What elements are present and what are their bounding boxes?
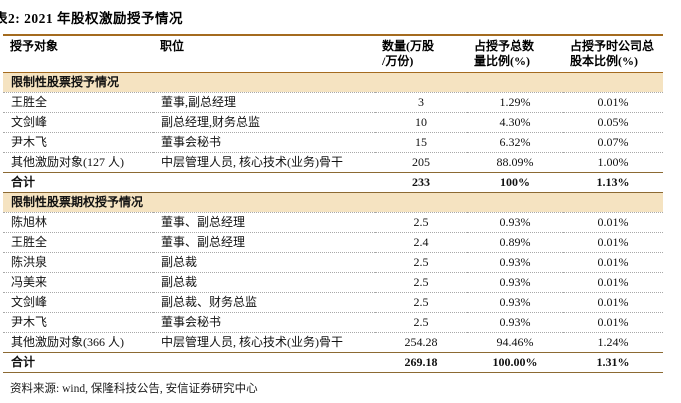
cell-quantity: 2.5 (375, 312, 467, 333)
cell-quantity: 2.5 (375, 252, 467, 273)
cell-position: 副总裁、财务总监 (153, 292, 375, 313)
table-row: 其他激励对象(366 人) 中层管理人员, 核心技术(业务)骨干 254.28 94.… (3, 332, 663, 353)
cell-pct-of-total-granted: 4.30% (467, 112, 563, 133)
cell-pct-of-share-capital: 0.01% (563, 252, 663, 273)
col-header-pct-granted: 占授予总数 量比例(%) (467, 34, 563, 73)
cell-pct-of-total-granted: 88.09% (467, 152, 563, 173)
total-row: 合计 269.18 100.00% 1.31% (3, 352, 663, 373)
cell-pct-of-share-capital: 1.24% (563, 332, 663, 353)
cell-position: 副总裁 (153, 252, 375, 273)
table-row: 其他激励对象(127 人) 中层管理人员, 核心技术(业务)骨干 205 88.09%… (3, 152, 663, 173)
header-row: 授予对象 职位 数量(万股 /万份) 占授予总数 量比例(%) 占授予时公司总 … (3, 34, 663, 73)
cell-pct-of-total-granted: 1.29% (467, 92, 563, 113)
cell-position (153, 172, 375, 193)
cell-recipient: 尹木飞 (3, 312, 153, 333)
cell-pct-of-share-capital: 1.00% (563, 152, 663, 173)
cell-recipient: 冯美来 (3, 272, 153, 293)
col-header-quantity: 数量(万股 /万份) (375, 34, 467, 73)
cell-quantity: 269.18 (375, 352, 467, 373)
section-label: 限制性股票授予情况 (3, 72, 663, 93)
cell-pct-of-share-capital: 1.13% (563, 172, 663, 193)
cell-quantity: 15 (375, 132, 467, 153)
table-row: 王胜全 董事、副总经理 2.4 0.89% 0.01% (3, 232, 663, 253)
cell-pct-of-share-capital: 0.05% (563, 112, 663, 133)
cell-pct-of-share-capital: 0.07% (563, 132, 663, 153)
cell-position: 董事、副总经理 (153, 232, 375, 253)
section-header-row: 限制性股票期权授予情况 (3, 192, 663, 213)
equity-grant-table: 授予对象 职位 数量(万股 /万份) 占授予总数 量比例(%) 占授予时公司总 … (3, 34, 663, 373)
cell-pct-of-total-granted: 0.93% (467, 292, 563, 313)
cell-position: 董事、副总经理 (153, 212, 375, 233)
cell-pct-of-total-granted: 0.89% (467, 232, 563, 253)
cell-recipient: 文剑峰 (3, 112, 153, 133)
cell-quantity: 10 (375, 112, 467, 133)
table-row: 文剑峰 副总裁、财务总监 2.5 0.93% 0.01% (3, 292, 663, 313)
cell-position: 副总经理,财务总监 (153, 112, 375, 133)
cell-pct-of-total-granted: 100.00% (467, 352, 563, 373)
cell-recipient: 合计 (3, 352, 153, 373)
cell-recipient: 其他激励对象(127 人) (3, 152, 153, 173)
cell-position: 副总裁 (153, 272, 375, 293)
cell-quantity: 205 (375, 152, 467, 173)
table-row: 尹木飞 董事会秘书 2.5 0.93% 0.01% (3, 312, 663, 333)
cell-pct-of-share-capital: 0.01% (563, 292, 663, 313)
cell-position: 中层管理人员, 核心技术(业务)骨干 (153, 152, 375, 173)
cell-quantity: 2.5 (375, 212, 467, 233)
cell-quantity: 2.5 (375, 292, 467, 313)
table-row: 陈洪泉 副总裁 2.5 0.93% 0.01% (3, 252, 663, 273)
cell-quantity: 2.4 (375, 232, 467, 253)
cell-recipient: 合计 (3, 172, 153, 193)
cell-pct-of-total-granted: 0.93% (467, 312, 563, 333)
cell-quantity: 233 (375, 172, 467, 193)
cell-position: 董事会秘书 (153, 312, 375, 333)
source-note: 资料来源: wind, 保隆科技公告, 安信证券研究中心 (10, 383, 258, 395)
cell-position: 中层管理人员, 核心技术(业务)骨干 (153, 332, 375, 353)
table-row: 文剑峰 副总经理,财务总监 10 4.30% 0.05% (3, 112, 663, 133)
cell-quantity: 3 (375, 92, 467, 113)
cell-position: 董事,副总经理 (153, 92, 375, 113)
table-row: 王胜全 董事,副总经理 3 1.29% 0.01% (3, 92, 663, 113)
col-header-position: 职位 (153, 34, 375, 73)
table-header: 授予对象 职位 数量(万股 /万份) 占授予总数 量比例(%) 占授予时公司总 … (3, 34, 663, 73)
col-header-pct-capital: 占授予时公司总 股本比例(%) (563, 34, 663, 73)
cell-pct-of-share-capital: 1.31% (563, 352, 663, 373)
cell-pct-of-total-granted: 0.93% (467, 252, 563, 273)
cell-recipient: 王胜全 (3, 232, 153, 253)
cell-pct-of-total-granted: 0.93% (467, 212, 563, 233)
cell-pct-of-share-capital: 0.01% (563, 232, 663, 253)
cell-pct-of-share-capital: 0.01% (563, 92, 663, 113)
cell-recipient: 陈旭林 (3, 212, 153, 233)
cell-pct-of-total-granted: 0.93% (467, 272, 563, 293)
table-row: 陈旭林 董事、副总经理 2.5 0.93% 0.01% (3, 212, 663, 233)
cell-pct-of-share-capital: 0.01% (563, 312, 663, 333)
cell-pct-of-total-granted: 100% (467, 172, 563, 193)
cell-pct-of-total-granted: 94.46% (467, 332, 563, 353)
cell-pct-of-total-granted: 6.32% (467, 132, 563, 153)
table-title: 表2: 2021 年股权激励授予情况 (0, 11, 183, 26)
cell-recipient: 其他激励对象(366 人) (3, 332, 153, 353)
table-row: 冯美来 副总裁 2.5 0.93% 0.01% (3, 272, 663, 293)
cell-recipient: 王胜全 (3, 92, 153, 113)
section-label: 限制性股票期权授予情况 (3, 192, 663, 213)
cell-quantity: 2.5 (375, 272, 467, 293)
cell-position: 董事会秘书 (153, 132, 375, 153)
table-row: 尹木飞 董事会秘书 15 6.32% 0.07% (3, 132, 663, 153)
cell-pct-of-share-capital: 0.01% (563, 212, 663, 233)
cell-pct-of-share-capital: 0.01% (563, 272, 663, 293)
total-row: 合计 233 100% 1.13% (3, 172, 663, 193)
table-body: 限制性股票授予情况 王胜全 董事,副总经理 3 1.29% 0.01% 文剑峰 副总经理,财务… (3, 72, 663, 373)
cell-recipient: 陈洪泉 (3, 252, 153, 273)
cell-recipient: 尹木飞 (3, 132, 153, 153)
cell-recipient: 文剑峰 (3, 292, 153, 313)
col-header-recipient: 授予对象 (3, 34, 153, 73)
cell-quantity: 254.28 (375, 332, 467, 353)
cell-position (153, 352, 375, 373)
section-header-row: 限制性股票授予情况 (3, 72, 663, 93)
